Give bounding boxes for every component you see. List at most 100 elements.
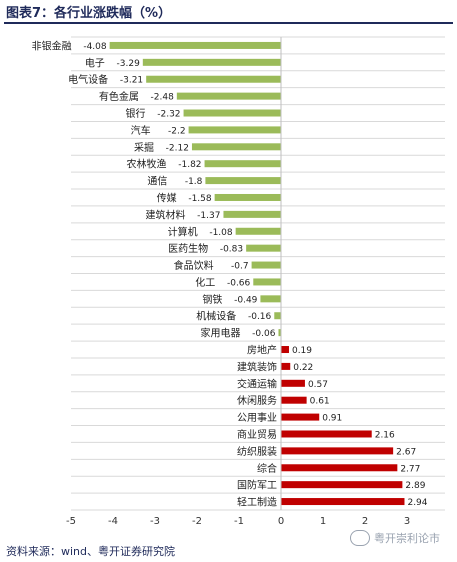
bar [223, 210, 281, 218]
data-label: -3.21 [120, 76, 143, 86]
bar [281, 464, 398, 472]
watermark: 粤开崇利论市 [350, 530, 440, 546]
bar [188, 126, 281, 134]
title-rule [4, 22, 453, 24]
category-label: 家用电器 [200, 327, 240, 340]
category-label: 房地产 [247, 344, 277, 357]
data-label: 2.16 [375, 430, 395, 440]
watermark-text: 粤开崇利论市 [374, 532, 440, 545]
data-label: -2.48 [151, 93, 175, 103]
data-label: -0.83 [220, 245, 243, 255]
bar [274, 312, 281, 320]
data-label: -2.2 [168, 126, 186, 136]
bar [281, 498, 405, 506]
data-label: -0.06 [252, 329, 276, 339]
data-label: 2.94 [407, 498, 427, 508]
category-label: 机械设备 [196, 310, 236, 323]
bar [281, 430, 372, 438]
data-label: -2.32 [157, 110, 180, 120]
chart-title: 图表7：各行业涨跌幅（%） [6, 6, 172, 21]
category-label: 非银金融 [32, 39, 72, 52]
data-label: 2.89 [405, 481, 425, 491]
x-tick-label: 2 [362, 516, 368, 527]
category-label: 商业贸易 [237, 428, 277, 441]
x-tick-label: 0 [278, 516, 284, 527]
data-label: 2.67 [396, 447, 416, 457]
x-tick-label: -2 [192, 516, 202, 527]
data-label: -0.49 [234, 295, 258, 305]
bar [281, 413, 320, 421]
x-tick-label: -5 [66, 516, 76, 527]
data-label: -1.82 [178, 160, 201, 170]
bar [281, 379, 305, 387]
data-label: -0.66 [227, 278, 251, 288]
bar [281, 396, 307, 404]
category-label: 食品饮料 [174, 259, 214, 272]
data-label: -1.58 [188, 194, 212, 204]
bar [251, 261, 281, 269]
category-label: 电子 [85, 56, 105, 69]
category-label: 建筑装饰 [237, 360, 277, 373]
category-label: 综合 [257, 462, 277, 475]
bar [146, 75, 281, 83]
data-label: -3.29 [117, 59, 141, 69]
x-tick-label: 3 [404, 516, 410, 527]
bar [183, 109, 281, 117]
category-label: 农林牧渔 [127, 158, 167, 171]
bar [214, 193, 281, 201]
category-label: 轻工制造 [237, 496, 277, 509]
category-label: 公用事业 [237, 411, 277, 424]
data-label: -1.37 [197, 211, 220, 221]
bar [253, 278, 281, 286]
bar [176, 92, 281, 100]
category-label: 钢铁 [202, 293, 222, 306]
bar [205, 177, 281, 185]
category-label: 医药生物 [168, 242, 208, 255]
category-label: 纺织服装 [237, 445, 277, 458]
data-label: -4.08 [83, 42, 107, 52]
data-label: -1.08 [209, 228, 233, 238]
data-label: -1.8 [185, 177, 203, 187]
data-label: -0.7 [231, 262, 249, 272]
category-label: 银行 [126, 107, 146, 120]
data-label: -0.16 [248, 312, 272, 322]
category-label: 汽车 [131, 124, 151, 137]
category-label: 电气设备 [68, 73, 108, 86]
bar [109, 41, 281, 49]
category-label: 休闲服务 [237, 394, 277, 407]
category-label: 建筑材料 [145, 208, 185, 221]
x-tick-label: 1 [320, 516, 326, 527]
category-label: 采掘 [134, 141, 154, 154]
wechat-icon [350, 530, 370, 546]
data-label: -2.12 [166, 143, 189, 153]
category-label: 通信 [147, 176, 167, 188]
data-label: 0.19 [292, 346, 312, 356]
source-note: 资料来源：wind、粤开证券研究院 [6, 545, 176, 558]
bar [281, 362, 291, 370]
bar [281, 346, 289, 354]
bar [142, 58, 281, 66]
category-label: 交通运输 [237, 377, 277, 390]
bar [281, 481, 403, 489]
bar [204, 160, 281, 168]
bar [281, 447, 394, 455]
bar [246, 244, 281, 252]
data-label: 0.91 [322, 414, 342, 424]
category-label: 传媒 [157, 192, 177, 204]
category-label: 计算机 [168, 225, 198, 238]
category-label: 化工 [195, 276, 215, 289]
x-tick-label: -3 [150, 516, 160, 527]
bar [278, 329, 281, 337]
data-label: 0.22 [293, 363, 313, 373]
bar [191, 143, 281, 151]
data-label: 0.57 [308, 380, 328, 390]
category-label: 有色金属 [99, 90, 139, 103]
bar [260, 295, 281, 303]
data-label: 0.61 [310, 397, 330, 407]
bar [235, 227, 281, 235]
x-tick-label: -1 [234, 516, 244, 527]
x-tick-label: -4 [108, 516, 118, 527]
data-label: 2.77 [400, 464, 420, 474]
category-label: 国防军工 [237, 479, 277, 492]
